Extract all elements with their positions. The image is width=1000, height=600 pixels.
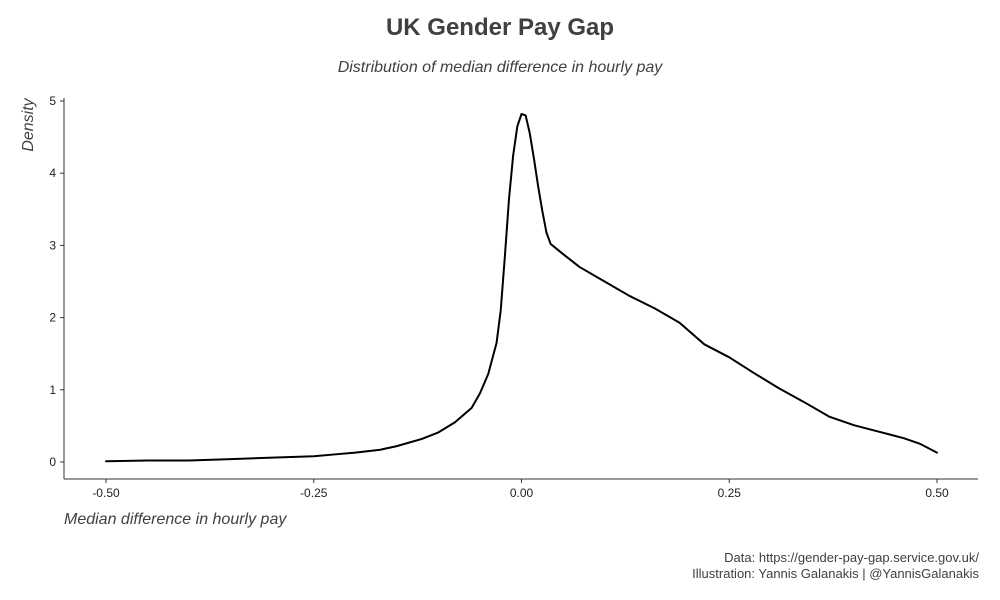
y-tick-label: 4 bbox=[49, 166, 56, 180]
axes: 0 1 2 3 4 5 -0.50 -0.25 0.00 0.25 0.50 bbox=[49, 94, 978, 500]
series-layer bbox=[105, 113, 938, 463]
y-tick-label: 0 bbox=[49, 455, 56, 469]
x-axis-title: Median difference in hourly pay bbox=[64, 511, 287, 528]
density-line bbox=[105, 113, 938, 463]
y-tick-label: 2 bbox=[49, 311, 56, 325]
x-tick-label: 0.00 bbox=[510, 486, 534, 500]
x-tick-label: -0.50 bbox=[92, 486, 120, 500]
chart-subtitle: Distribution of median difference in hou… bbox=[337, 59, 663, 76]
x-tick-label: 0.25 bbox=[718, 486, 742, 500]
y-axis-title: Density bbox=[20, 97, 37, 151]
caption-data-source: Data: https://gender-pay-gap.service.gov… bbox=[724, 550, 979, 565]
y-tick-label: 5 bbox=[49, 94, 56, 108]
x-tick-label: 0.50 bbox=[925, 486, 949, 500]
chart-title: UK Gender Pay Gap bbox=[385, 14, 615, 41]
x-tick-label: -0.25 bbox=[300, 486, 328, 500]
y-tick-label: 3 bbox=[49, 238, 56, 252]
y-tick-label: 1 bbox=[49, 383, 56, 397]
caption-illustration: Illustration: Yannis Galanakis | @Yannis… bbox=[692, 566, 979, 581]
